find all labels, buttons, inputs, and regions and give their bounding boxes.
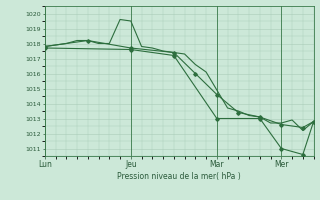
X-axis label: Pression niveau de la mer( hPa ): Pression niveau de la mer( hPa ) [117,172,241,181]
